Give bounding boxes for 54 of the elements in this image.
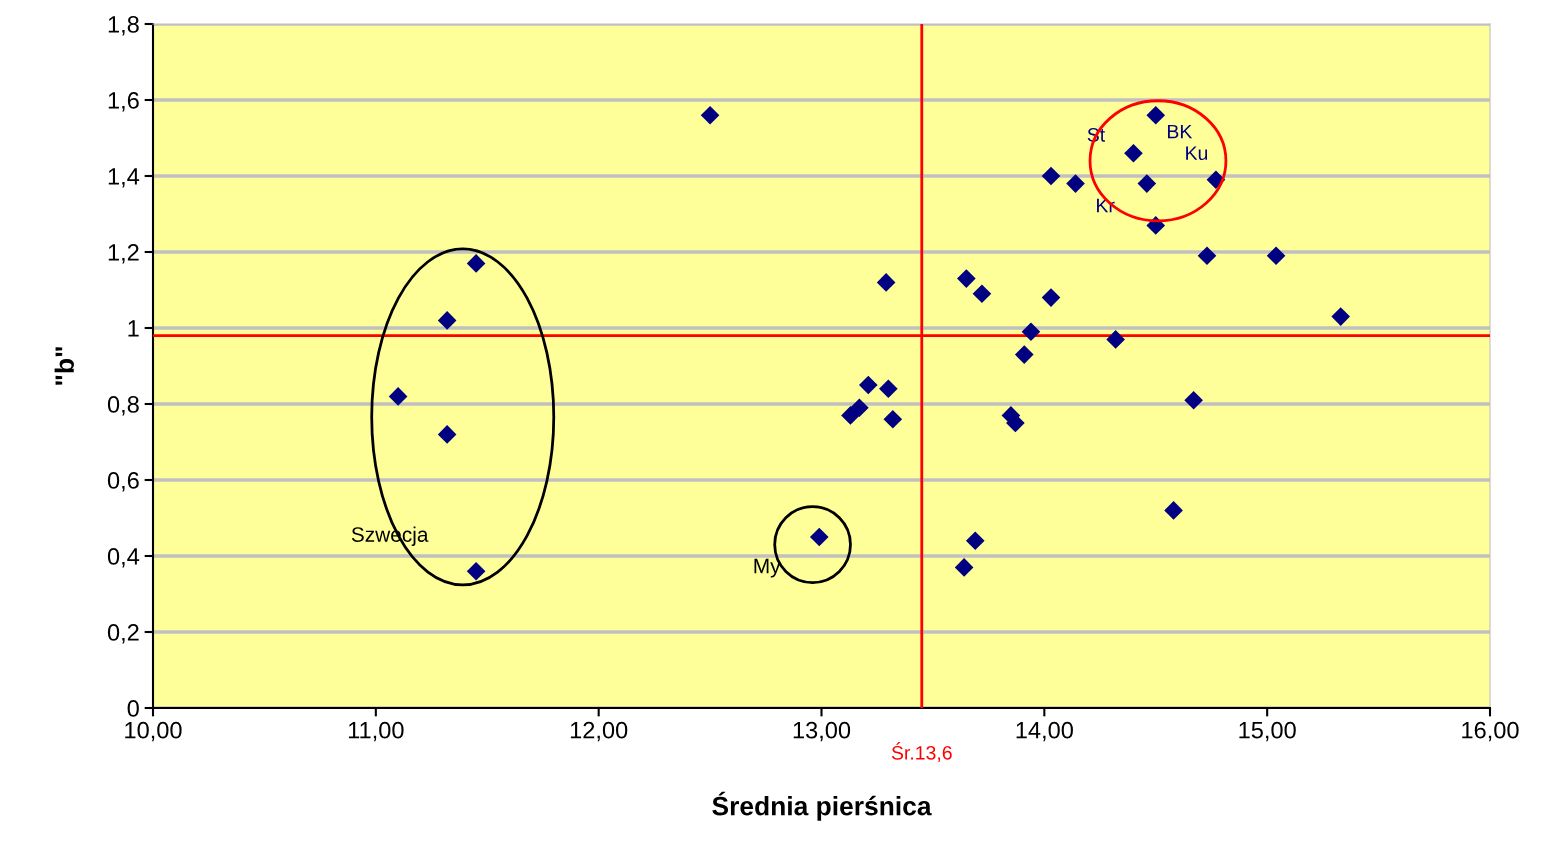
y-tick-label: 1 bbox=[128, 320, 139, 337]
y-tick-label: 1,6 bbox=[108, 92, 139, 112]
point bbox=[1066, 174, 1085, 193]
point bbox=[437, 311, 457, 330]
annotation: Ku bbox=[1186, 146, 1208, 161]
annotation: BK bbox=[1167, 124, 1193, 139]
y-tick-label: 0,8 bbox=[107, 396, 139, 416]
y-tick-label: 0,4 bbox=[107, 548, 140, 568]
x-tick-label: 12,00 bbox=[570, 721, 628, 742]
point bbox=[1146, 105, 1166, 125]
point bbox=[1331, 307, 1351, 326]
y-tick-label: 0,2 bbox=[107, 624, 139, 644]
point bbox=[1021, 322, 1041, 342]
point bbox=[388, 387, 408, 406]
point bbox=[1184, 390, 1203, 410]
x-tick-label: 16,00 bbox=[1462, 721, 1519, 742]
x-tick-label: 13,00 bbox=[793, 721, 851, 742]
x-tick-label: 10,00 bbox=[125, 721, 182, 742]
point bbox=[965, 531, 985, 551]
point bbox=[850, 398, 869, 418]
point bbox=[1206, 170, 1226, 190]
point bbox=[1014, 345, 1034, 364]
point bbox=[437, 425, 457, 444]
point bbox=[1124, 143, 1143, 163]
x-axis-title: Średnia pierśnica bbox=[712, 791, 932, 821]
point bbox=[1106, 330, 1125, 349]
point bbox=[1197, 246, 1217, 266]
point bbox=[883, 409, 903, 429]
point bbox=[858, 375, 878, 395]
ref-line-label: Śr.13,6 bbox=[891, 742, 952, 763]
y-tick-label: 0 bbox=[127, 700, 139, 717]
point bbox=[954, 558, 974, 577]
x-tick-label: 11,00 bbox=[348, 721, 404, 742]
y-axis-title: "b" bbox=[54, 347, 74, 385]
point bbox=[466, 561, 486, 581]
y-tick-label: 1,2 bbox=[108, 244, 139, 264]
annotation: My bbox=[754, 558, 781, 578]
y-tick-label: 1,4 bbox=[108, 168, 140, 188]
point bbox=[1041, 166, 1061, 186]
x-tick-label: 15,00 bbox=[1239, 721, 1296, 742]
point bbox=[1164, 501, 1183, 520]
point bbox=[1137, 174, 1157, 193]
point bbox=[1266, 246, 1286, 266]
y-tick-label: 1,8 bbox=[108, 16, 139, 36]
y-tick-label: 0,6 bbox=[107, 472, 139, 492]
point bbox=[1041, 288, 1061, 307]
point bbox=[876, 273, 896, 292]
point bbox=[879, 379, 898, 399]
point bbox=[700, 105, 720, 125]
point bbox=[841, 406, 860, 425]
x-tick-label: 14,00 bbox=[1016, 721, 1073, 742]
point bbox=[972, 284, 992, 304]
point bbox=[466, 254, 486, 273]
point bbox=[957, 269, 976, 288]
